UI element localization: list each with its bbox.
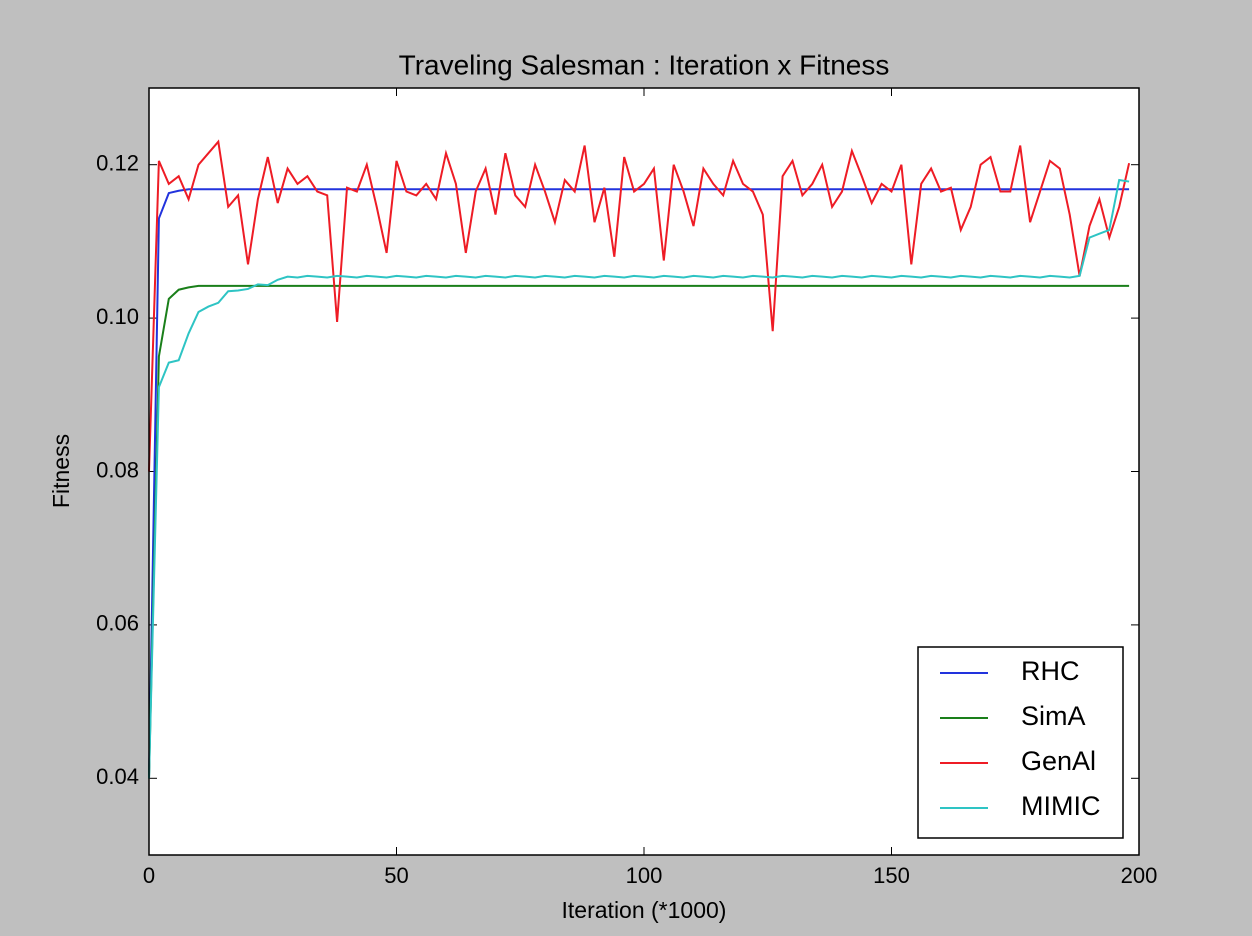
series-line (148, 284, 1130, 779)
x-tick-label: 200 (1121, 863, 1158, 888)
axes-frame (148, 87, 1140, 856)
legend-box (917, 646, 1124, 839)
x-tick-label: 50 (384, 863, 408, 888)
y-tick-label: 0.12 (96, 151, 139, 176)
y-tick-label: 0.10 (96, 304, 139, 329)
y-axis-label: Fitness (48, 434, 74, 508)
x-axis-label: Iteration (*1000) (562, 897, 727, 923)
y-tick-label: 0.06 (96, 611, 139, 636)
series-line (148, 188, 1130, 779)
legend-label: MIMIC (1021, 791, 1100, 821)
legend-label: SimA (1021, 701, 1086, 731)
legend-label: GenAl (1021, 746, 1096, 776)
x-tick-label: 0 (143, 863, 155, 888)
series-line (148, 178, 1130, 779)
x-tick-label: 150 (873, 863, 910, 888)
y-tick-label: 0.08 (96, 457, 139, 482)
chart-title: Traveling Salesman : Iteration x Fitness (399, 49, 890, 80)
x-tick-label: 100 (626, 863, 663, 888)
series-line (148, 139, 1131, 472)
y-tick-label: 0.04 (96, 764, 139, 789)
legend-label: RHC (1021, 656, 1080, 686)
